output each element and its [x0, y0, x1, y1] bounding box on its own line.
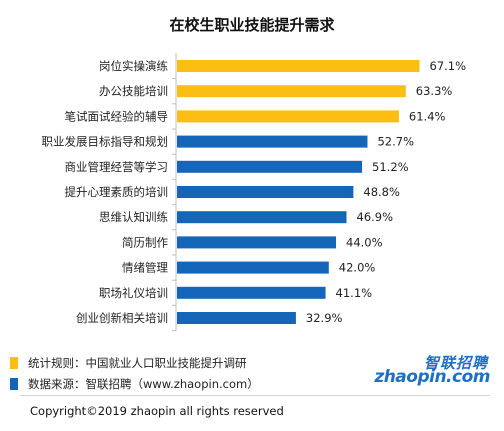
value-label: 67.1%: [430, 59, 467, 73]
category-label: 简历制作: [122, 235, 168, 249]
footer-divider: [20, 395, 490, 396]
category-label: 创业创新相关培训: [76, 311, 168, 325]
source-note: 数据来源：智联招聘（www.zhaopin.com）: [10, 376, 259, 392]
category-label: 岗位实操演练: [99, 59, 168, 73]
value-label: 63.3%: [416, 84, 453, 98]
bar: [177, 261, 329, 274]
category-label: 商业管理经营等学习: [65, 160, 169, 174]
value-label: 41.1%: [336, 286, 373, 300]
bar: [177, 85, 406, 98]
category-label: 情绪管理: [122, 261, 168, 275]
value-label: 44.0%: [346, 235, 383, 249]
highlight-swatch: [10, 357, 18, 369]
bar: [177, 286, 326, 299]
chart-title: 在校生职业技能提升需求: [169, 16, 335, 34]
category-label: 提升心理素质的培训: [65, 185, 169, 199]
stat-rule-note: 统计规则：中国就业人口职业技能提升调研: [10, 355, 247, 371]
value-label: 42.0%: [339, 261, 376, 275]
source-text: 数据来源：智联招聘（www.zhaopin.com）: [28, 377, 259, 391]
bar: [177, 60, 420, 72]
value-label: 51.2%: [372, 160, 409, 174]
value-label: 46.9%: [357, 210, 394, 224]
value-label: 48.8%: [363, 185, 400, 199]
bar: [177, 211, 347, 224]
category-label: 办公技能培训: [99, 84, 168, 98]
value-label: 52.7%: [377, 135, 414, 149]
bar: [177, 135, 368, 148]
logo-cn-text: 智联招聘: [423, 354, 488, 372]
normal-swatch: [10, 378, 18, 390]
value-label: 32.9%: [306, 311, 343, 325]
bar: [177, 186, 354, 198]
bar: [177, 236, 337, 249]
stat-rule-text: 统计规则：中国就业人口职业技能提升调研: [28, 356, 247, 370]
bar-chart: 岗位实操演练 67.1% 办公技能培训 63.3% 笔试面试经验的辅导 61.4% 职业发展…: [42, 53, 467, 332]
bar: [177, 110, 399, 123]
copyright-text: Copyright©2019 zhaopin all rights reserv…: [30, 404, 284, 418]
bar: [177, 312, 296, 324]
category-label: 笔试面试经验的辅导: [65, 109, 169, 123]
logo-en-text: zhaopin.com: [374, 367, 490, 387]
category-label: 职场礼仪培训: [99, 286, 168, 300]
zhaopin-logo: 智联招聘 zhaopin.com: [352, 348, 500, 390]
value-label: 61.4%: [409, 109, 446, 123]
category-label: 思维认知训练: [99, 210, 168, 224]
category-label: 职业发展目标指导和规划: [42, 135, 169, 149]
bar: [177, 160, 363, 173]
